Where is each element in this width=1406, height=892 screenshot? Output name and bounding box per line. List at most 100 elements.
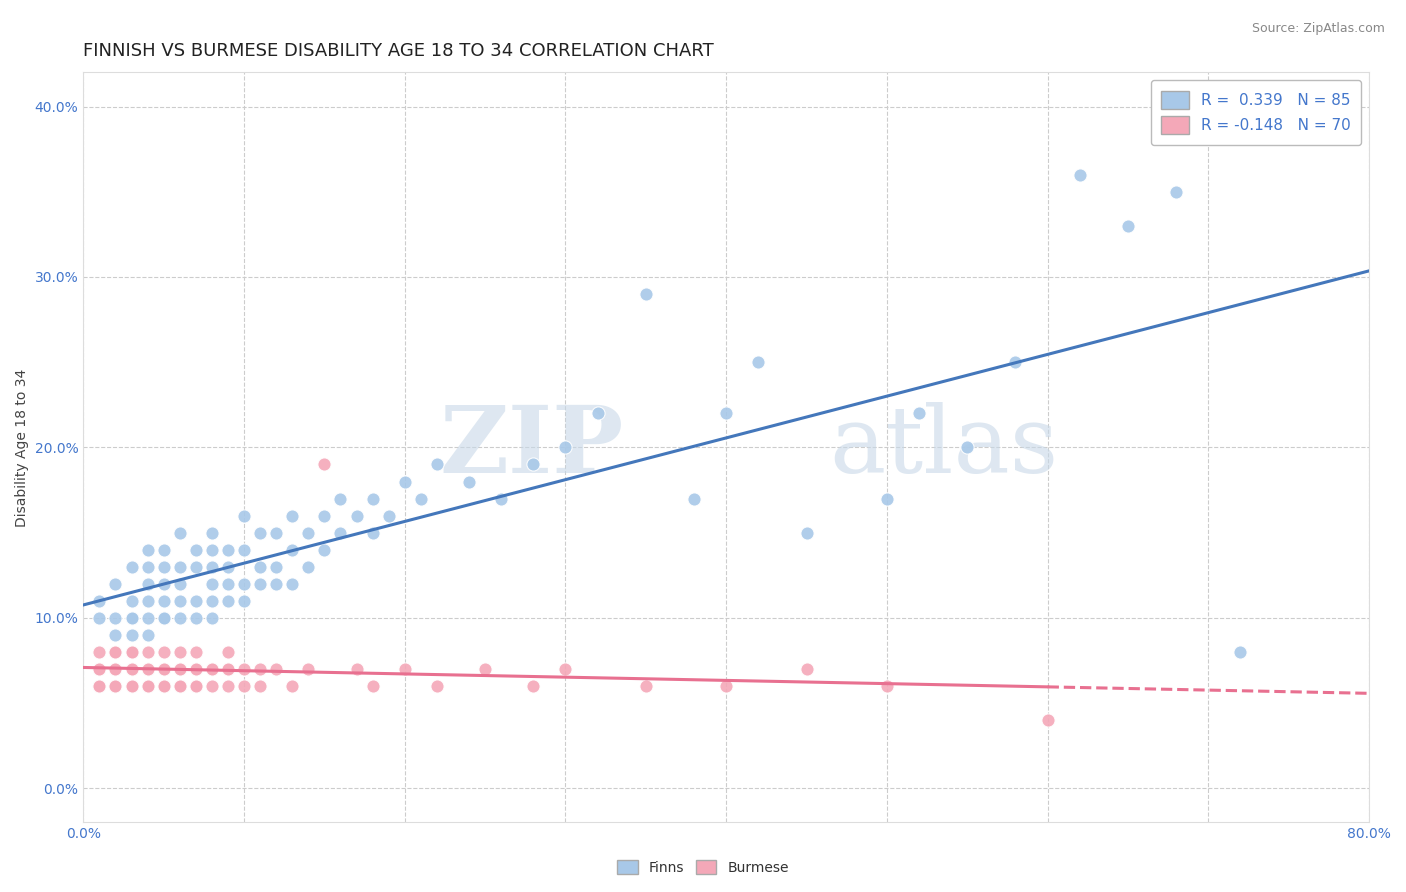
Point bbox=[264, 576, 287, 591]
Point bbox=[184, 662, 207, 676]
Point bbox=[152, 576, 174, 591]
Point bbox=[152, 611, 174, 625]
Point bbox=[217, 542, 239, 557]
Point bbox=[169, 576, 191, 591]
Point bbox=[104, 679, 127, 693]
Point bbox=[281, 508, 304, 523]
Point bbox=[586, 406, 609, 420]
Point bbox=[956, 441, 979, 455]
Point bbox=[394, 475, 416, 489]
Point bbox=[297, 662, 319, 676]
Point bbox=[314, 542, 336, 557]
Point bbox=[217, 645, 239, 659]
Point bbox=[908, 406, 931, 420]
Point bbox=[136, 662, 159, 676]
Point bbox=[714, 679, 737, 693]
Text: Source: ZipAtlas.com: Source: ZipAtlas.com bbox=[1251, 22, 1385, 36]
Point bbox=[169, 594, 191, 608]
Point bbox=[233, 594, 256, 608]
Point bbox=[104, 645, 127, 659]
Point bbox=[377, 508, 399, 523]
Point bbox=[1166, 185, 1188, 199]
Point bbox=[249, 576, 271, 591]
Point bbox=[634, 287, 657, 301]
Point bbox=[104, 645, 127, 659]
Point bbox=[876, 679, 898, 693]
Point bbox=[346, 508, 368, 523]
Point bbox=[426, 679, 449, 693]
Point bbox=[233, 679, 256, 693]
Point bbox=[184, 679, 207, 693]
Point bbox=[796, 525, 818, 540]
Point bbox=[361, 679, 384, 693]
Point bbox=[169, 611, 191, 625]
Text: ZIP: ZIP bbox=[439, 402, 623, 492]
Point bbox=[233, 576, 256, 591]
Point bbox=[152, 679, 174, 693]
Point bbox=[136, 576, 159, 591]
Point bbox=[121, 679, 143, 693]
Point bbox=[409, 491, 432, 506]
Point bbox=[201, 594, 224, 608]
Point bbox=[152, 559, 174, 574]
Point bbox=[281, 542, 304, 557]
Point bbox=[184, 611, 207, 625]
Point bbox=[264, 662, 287, 676]
Point bbox=[121, 679, 143, 693]
Point bbox=[683, 491, 706, 506]
Text: atlas: atlas bbox=[830, 402, 1059, 492]
Point bbox=[297, 525, 319, 540]
Point bbox=[554, 441, 576, 455]
Point bbox=[1229, 645, 1251, 659]
Point bbox=[314, 508, 336, 523]
Point bbox=[201, 525, 224, 540]
Point bbox=[136, 542, 159, 557]
Point bbox=[249, 679, 271, 693]
Y-axis label: Disability Age 18 to 34: Disability Age 18 to 34 bbox=[15, 368, 30, 526]
Point bbox=[201, 662, 224, 676]
Point bbox=[104, 662, 127, 676]
Point bbox=[876, 491, 898, 506]
Point bbox=[281, 679, 304, 693]
Point bbox=[121, 611, 143, 625]
Point bbox=[169, 679, 191, 693]
Point bbox=[121, 611, 143, 625]
Point bbox=[104, 576, 127, 591]
Point bbox=[89, 611, 111, 625]
Point bbox=[458, 475, 481, 489]
Point bbox=[201, 576, 224, 591]
Point bbox=[136, 645, 159, 659]
Point bbox=[474, 662, 496, 676]
Point bbox=[1069, 168, 1091, 182]
Point bbox=[554, 662, 576, 676]
Point bbox=[184, 594, 207, 608]
Point bbox=[136, 594, 159, 608]
Point bbox=[184, 542, 207, 557]
Point bbox=[169, 662, 191, 676]
Point bbox=[89, 679, 111, 693]
Legend: R =  0.339   N = 85, R = -0.148   N = 70: R = 0.339 N = 85, R = -0.148 N = 70 bbox=[1150, 80, 1361, 145]
Point bbox=[121, 645, 143, 659]
Point bbox=[89, 679, 111, 693]
Point bbox=[329, 525, 352, 540]
Point bbox=[297, 559, 319, 574]
Point bbox=[104, 679, 127, 693]
Point bbox=[184, 662, 207, 676]
Point bbox=[184, 559, 207, 574]
Point bbox=[169, 679, 191, 693]
Point bbox=[346, 662, 368, 676]
Point bbox=[136, 559, 159, 574]
Point bbox=[136, 679, 159, 693]
Point bbox=[201, 679, 224, 693]
Point bbox=[217, 594, 239, 608]
Point bbox=[281, 576, 304, 591]
Point bbox=[249, 662, 271, 676]
Point bbox=[169, 662, 191, 676]
Point bbox=[1004, 355, 1026, 369]
Point bbox=[121, 594, 143, 608]
Point bbox=[233, 542, 256, 557]
Point bbox=[634, 679, 657, 693]
Point bbox=[217, 559, 239, 574]
Point bbox=[121, 628, 143, 642]
Point bbox=[1036, 713, 1059, 727]
